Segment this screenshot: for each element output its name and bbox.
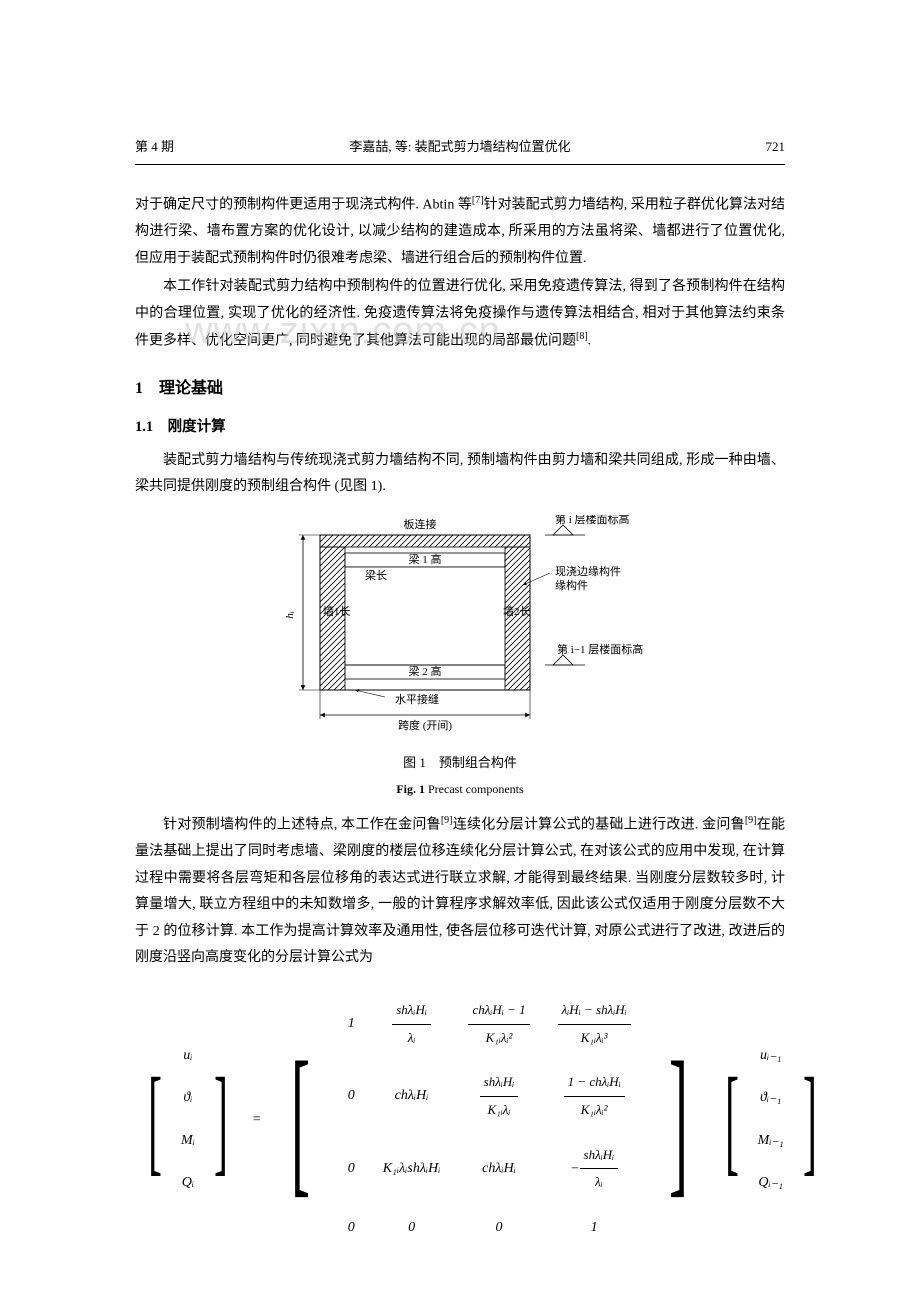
- svg-text:水平接缝: 水平接缝: [395, 692, 439, 706]
- paragraph: 本工作针对装配式剪力结构中预制构件的位置进行优化, 采用免疫遗传算法, 得到了各…: [135, 274, 785, 355]
- svg-text:梁 2 高: 梁 2 高: [409, 664, 442, 678]
- svg-text:板连接: 板连接: [404, 517, 437, 531]
- svg-text:梁 1 高: 梁 1 高: [409, 552, 442, 566]
- svg-text:墙1长: 墙1长: [323, 604, 351, 618]
- issue-number: 第 4 期: [135, 135, 174, 160]
- svg-text:现浇边缘构件: 现浇边缘构件: [555, 564, 621, 578]
- section-heading: 1 理论基础: [135, 374, 785, 404]
- svg-text:跨度 (开间): 跨度 (开间): [398, 718, 452, 732]
- figure-caption-en: Fig. 1 Precast components: [135, 778, 785, 801]
- paragraph: 针对预制墙构件的上述特点, 本工作在金问鲁[9]连续化分层计算公式的基础上进行改…: [135, 811, 785, 972]
- svg-text:第 i 层楼面标高: 第 i 层楼面标高: [555, 515, 630, 526]
- paragraph: 装配式剪力墙结构与传统现浇式剪力墙结构不同, 预制墙构件由剪力墙和梁共同组成, …: [135, 448, 785, 501]
- svg-text:梁长: 梁长: [365, 568, 387, 582]
- page-container: 第 4 期 李嘉喆, 等: 装配式剪力墙结构位置优化 721 对于确定尺寸的预制…: [135, 135, 785, 1252]
- running-title: 李嘉喆, 等: 装配式剪力墙结构位置优化: [349, 135, 570, 160]
- paragraph: 对于确定尺寸的预制构件更适用于现浇式构件. Abtin 等[7]针对装配式剪力墙…: [135, 191, 785, 272]
- figure-caption-cn: 图 1 预制组合构件: [135, 751, 785, 776]
- equation-matrix: [ uᵢ ϑᵢ Mᵢ Qᵢ ] = [ 1 shλᵢHᵢλᵢ chλᵢHᵢ − …: [135, 988, 785, 1252]
- figure-diagram: hᵢ 跨度 (开间) 第 i 层楼面标高 第 i−1 层楼面标高 板连接 梁 1…: [245, 515, 675, 735]
- svg-text:墙2长: 墙2长: [503, 604, 531, 618]
- page-number: 721: [766, 135, 786, 160]
- subsection-heading: 1.1 刚度计算: [135, 414, 785, 442]
- svg-text:第 i−1 层楼面标高: 第 i−1 层楼面标高: [557, 642, 643, 656]
- figure-1: www.zixin.com.cn: [135, 515, 785, 801]
- svg-text:hᵢ: hᵢ: [284, 611, 296, 619]
- svg-text:缘构件: 缘构件: [555, 578, 588, 592]
- page-header: 第 4 期 李嘉喆, 等: 装配式剪力墙结构位置优化 721: [135, 135, 785, 165]
